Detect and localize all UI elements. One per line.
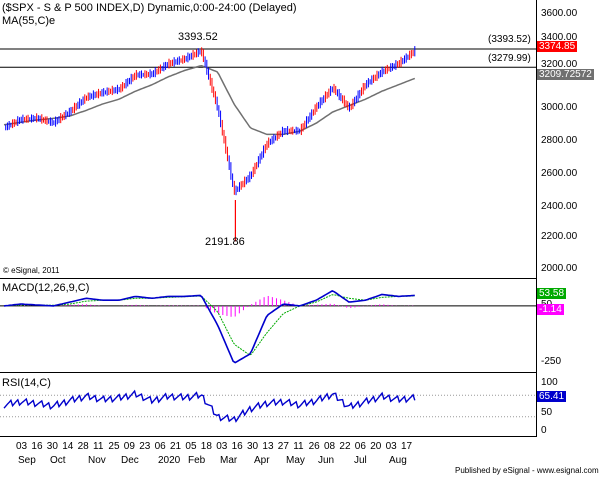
macd-chart bbox=[0, 290, 536, 364]
x-day-label: 08 bbox=[324, 441, 336, 452]
rsi-tick-0: 0 bbox=[541, 425, 547, 436]
rsi-title: RSI(14,C) bbox=[2, 377, 51, 389]
x-day-label: 23 bbox=[139, 441, 151, 452]
rsi-chart bbox=[0, 389, 536, 423]
h-line-high-label: (3393.52) bbox=[488, 34, 531, 45]
ma-tag: 3209.72572 bbox=[537, 69, 594, 80]
x-month-label: Oct bbox=[50, 455, 66, 466]
x-axis: 03 16 30 14 28 11 25 09 23 06 21 05 18 03 16 30 13 27 11 26… bbox=[0, 437, 536, 477]
x-day-label: 05 bbox=[185, 441, 197, 452]
x-month-label: Sep bbox=[18, 455, 36, 466]
price-pane: ($SPX - S & P 500 INDEX,D) Dynamic,0:00-… bbox=[0, 2, 536, 279]
x-day-label: 28 bbox=[77, 441, 89, 452]
x-month-label: Jun bbox=[318, 455, 335, 466]
x-day-label: 26 bbox=[308, 441, 320, 452]
x-day-label: 30 bbox=[46, 441, 58, 452]
ma-legend: MA(55,C)e bbox=[2, 15, 56, 27]
x-day-label: 14 bbox=[62, 441, 74, 452]
y-tick-2400: 2400.00 bbox=[541, 201, 578, 212]
x-month-label: May bbox=[286, 455, 305, 466]
y-tick-2200: 2200.00 bbox=[541, 231, 578, 242]
x-day-label: 11 bbox=[93, 441, 104, 452]
x-day-label: 11 bbox=[293, 441, 304, 452]
price-title: ($SPX - S & P 500 INDEX,D) Dynamic,0:00-… bbox=[2, 2, 297, 14]
x-day-label: 03 bbox=[385, 441, 397, 452]
x-month-label: Aug bbox=[389, 455, 407, 466]
x-day-label: 03 bbox=[216, 441, 228, 452]
footer-credit: Published by eSignal - www.esignal.com bbox=[455, 466, 599, 475]
y-tick-2800: 2800.00 bbox=[541, 135, 578, 146]
x-day-label: 25 bbox=[108, 441, 120, 452]
x-day-label: 16 bbox=[31, 441, 43, 452]
macd-y-axis: 53.58 50 -1.14 -250 bbox=[536, 279, 600, 373]
rsi-tick-100: 100 bbox=[541, 377, 558, 388]
price-y-axis: 3600.00 3400.00 3374.85 3200.00 3209.725… bbox=[536, 0, 600, 279]
x-month-label: Feb bbox=[188, 455, 206, 466]
h-line-low-label: (3279.99) bbox=[488, 53, 531, 64]
y-tick-3600: 3600.00 bbox=[541, 8, 578, 19]
macd-title: MACD(12,26,9,C) bbox=[2, 282, 90, 294]
x-day-label: 06 bbox=[354, 441, 366, 452]
x-month-label: Jul bbox=[354, 455, 367, 466]
x-day-label: 20 bbox=[370, 441, 382, 452]
annotation-low: 2191.86 bbox=[205, 236, 245, 248]
x-month-label: Mar bbox=[220, 455, 238, 466]
x-day-label: 09 bbox=[123, 441, 135, 452]
x-day-label: 13 bbox=[262, 441, 274, 452]
price-tag: 3374.85 bbox=[537, 41, 578, 52]
x-day-label: 06 bbox=[154, 441, 166, 452]
y-tick-2600: 2600.00 bbox=[541, 168, 578, 179]
x-day-label: 16 bbox=[231, 441, 243, 452]
macd-line bbox=[3, 290, 415, 364]
x-month-label: Dec bbox=[121, 455, 139, 466]
annotation-high: 3393.52 bbox=[178, 31, 218, 43]
x-day-label: 17 bbox=[401, 441, 413, 452]
macd-pane: MACD(12,26,9,C) bbox=[0, 279, 536, 373]
macd-tick-neg250: -250 bbox=[541, 356, 562, 367]
rsi-line bbox=[3, 389, 416, 423]
y-tick-3400: 3400.00 bbox=[541, 32, 578, 43]
x-day-label: 18 bbox=[200, 441, 212, 452]
rsi-tick-50: 50 bbox=[541, 407, 553, 418]
x-day-label: 30 bbox=[247, 441, 259, 452]
macd-tag: 53.58 bbox=[537, 288, 567, 299]
rsi-y-axis: 100 65.41 50 0 bbox=[536, 373, 600, 437]
price-chart bbox=[0, 46, 536, 242]
rsi-pane: RSI(14,C) bbox=[0, 373, 536, 437]
x-day-label: 22 bbox=[339, 441, 351, 452]
x-month-label: Apr bbox=[254, 455, 270, 466]
macd-signal-line bbox=[3, 294, 415, 356]
y-tick-2000: 2000.00 bbox=[541, 263, 578, 274]
esignal-credit: © eSignal, 2011 bbox=[3, 266, 60, 275]
rsi-tag: 65.41 bbox=[537, 391, 567, 402]
y-tick-3000: 3000.00 bbox=[541, 102, 578, 113]
x-day-label: 03 bbox=[16, 441, 28, 452]
x-month-label: Nov bbox=[88, 455, 106, 466]
y-tick-3200: 3200.00 bbox=[541, 59, 578, 70]
x-month-label: 2020 bbox=[158, 455, 181, 466]
x-day-label: 27 bbox=[277, 441, 289, 452]
x-day-label: 21 bbox=[170, 441, 182, 452]
hist-tag: -1.14 bbox=[537, 304, 564, 315]
